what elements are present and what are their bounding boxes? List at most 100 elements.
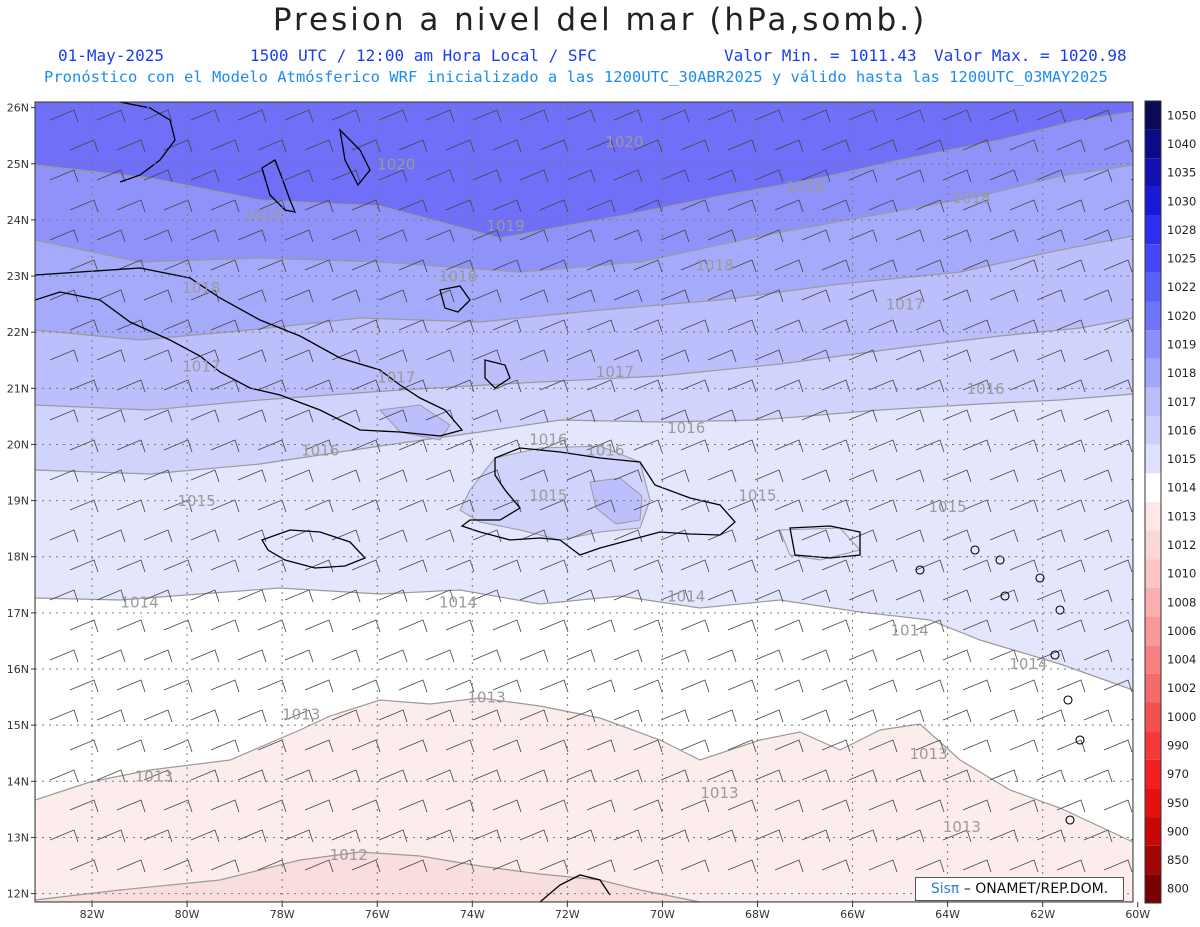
wind-barb [96, 169, 126, 183]
wind-barb [1036, 349, 1066, 363]
wind-barb [143, 709, 173, 723]
wind-barb [425, 229, 455, 243]
wind-barb [190, 289, 220, 303]
wind-barb [1036, 409, 1066, 423]
wind-barb [445, 379, 475, 393]
wind-barb [472, 169, 502, 183]
wind-barb [989, 109, 1019, 123]
contour-label: 1013 [700, 784, 738, 802]
wind-barb [1103, 619, 1133, 633]
wind-barb [116, 499, 146, 513]
wind-barb [848, 169, 878, 183]
x-tick-label: 70W [650, 908, 675, 921]
wind-barb [1056, 499, 1086, 513]
wind-barb [915, 499, 945, 513]
wind-barb [1056, 739, 1086, 753]
wind-barb [586, 679, 616, 693]
wind-barb [210, 259, 240, 273]
wind-barb [1103, 139, 1133, 153]
wind-barb-layer [49, 109, 1133, 873]
contour-label: 1016 [967, 380, 1005, 398]
wind-barb [1036, 649, 1066, 663]
wind-barb [754, 529, 784, 543]
wind-barb [821, 139, 851, 153]
wind-barb [398, 859, 428, 873]
x-tick-label: 72W [555, 908, 580, 921]
coast-lesser-antilles [1000, 591, 1010, 601]
wind-barb [848, 829, 878, 843]
colorbar-label: 1004 [1167, 653, 1196, 667]
wind-barb [727, 379, 757, 393]
wind-barb [962, 139, 992, 153]
wind-barb [445, 799, 475, 813]
wind-barb [378, 469, 408, 483]
wind-barb [586, 619, 616, 633]
wind-barb [492, 559, 522, 573]
wind-barb [707, 169, 737, 183]
wind-barb [727, 619, 757, 633]
y-tick-label: 26N [7, 102, 29, 115]
wind-barb [613, 109, 643, 123]
wind-barb [210, 619, 240, 633]
wind-barb [727, 739, 757, 753]
wind-barb [398, 379, 428, 393]
wind-barb [868, 559, 898, 573]
wind-barb [143, 409, 173, 423]
x-tick-label: 66W [840, 908, 865, 921]
wind-barb [1009, 859, 1039, 873]
axis-labels: 82W 80W 78W 76W 74W 72W 70W 68W 66W 64W 62W 60W 26N 2… [7, 102, 1151, 921]
wind-barb [989, 829, 1019, 843]
wind-barb [754, 349, 784, 363]
wind-barb [304, 559, 334, 573]
wind-barb [445, 259, 475, 273]
wind-barb [445, 859, 475, 873]
wind-barb [539, 739, 569, 753]
wind-barb [801, 829, 831, 843]
wind-barb [190, 469, 220, 483]
wind-barb [49, 289, 79, 303]
y-tick-label: 23N [7, 270, 29, 283]
wind-barb [801, 769, 831, 783]
wind-barb [351, 619, 381, 633]
wind-barb [868, 799, 898, 813]
wind-barb [445, 139, 475, 153]
wind-barb [539, 499, 569, 513]
x-tick-label: 82W [80, 908, 105, 921]
y-tick-label: 17N [7, 607, 29, 620]
wind-barb [774, 799, 804, 813]
wind-barb [915, 739, 945, 753]
wind-barb [895, 409, 925, 423]
y-tick-label: 14N [7, 775, 29, 788]
wind-barb [398, 259, 428, 273]
contour-label: 1014 [439, 593, 477, 611]
wind-barb [398, 319, 428, 333]
wind-barb [680, 799, 710, 813]
wind-barb [727, 499, 757, 513]
wind-barb [539, 139, 569, 153]
wind-barb [1036, 829, 1066, 843]
wind-barb [895, 349, 925, 363]
wind-barb [304, 379, 334, 393]
wind-barb [49, 649, 79, 663]
wind-barb [660, 289, 690, 303]
wind-barb [821, 439, 851, 453]
wind-barb [351, 259, 381, 273]
wind-barb [801, 409, 831, 423]
wind-barb [566, 589, 596, 603]
wind-barb [821, 499, 851, 513]
credit-text: – ONAMET/REP.DOM. [963, 881, 1109, 897]
wind-barb [49, 829, 79, 843]
wind-barb [1009, 139, 1039, 153]
wind-barb [989, 289, 1019, 303]
wind-barb [613, 529, 643, 543]
wind-barb [989, 229, 1019, 243]
contour-label: 1013 [467, 689, 505, 707]
wind-barb [378, 829, 408, 843]
coast-cuba [35, 267, 464, 437]
wind-barb [821, 199, 851, 213]
colorbar-swatch [1145, 502, 1161, 531]
wind-barb [445, 559, 475, 573]
wind-barb [727, 859, 757, 873]
wind-barb [586, 259, 616, 273]
wind-barb [472, 649, 502, 663]
